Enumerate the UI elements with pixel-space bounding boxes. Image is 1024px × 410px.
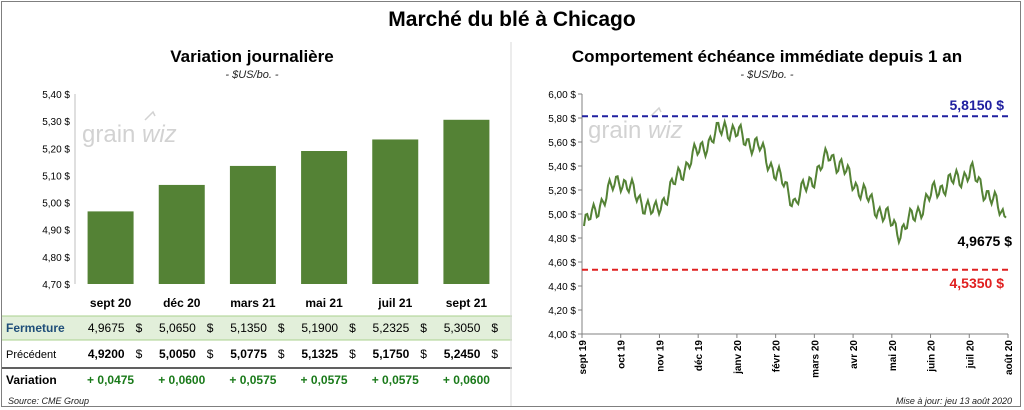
bar-y-tick-label: 5,40 $ [42,90,70,101]
bar-category-label: mars 21 [230,296,276,310]
watermark-text-left: grain [588,117,641,144]
line-y-tick-label: 4,00 $ [548,330,576,341]
table-cell-variation: + 0,0575 [301,373,348,387]
line-y-tick-label: 4,80 $ [548,234,576,245]
bar-y-tick-label: 4,80 $ [42,253,70,264]
line-y-tick-label: 6,00 $ [548,90,576,101]
table-row-label: Fermeture [6,321,65,335]
table-row-label: Variation [6,373,57,387]
table-cell-value: 5,1325 [301,347,338,361]
table-cell-value: 5,1750 [373,347,410,361]
bar-sept-20 [87,211,134,284]
line-y-tick-label: 5,20 $ [548,186,576,197]
grainwiz-watermark: grain wiz [82,110,177,148]
line-y-tick-label: 5,80 $ [548,114,576,125]
watermark-text-right: wiz [648,117,683,144]
line-x-tick-label: déc 19 [694,340,705,372]
table-cell-variation: + 0,0575 [229,373,276,387]
line-x-tick-label: mars 20 [810,340,821,378]
table-cell-variation: + 0,0600 [158,373,205,387]
table-row-label: Précédent [6,349,56,361]
bar-déc-20 [158,184,205,284]
right-chart-title: Comportement échéance immédiate depuis 1… [571,47,963,66]
table-cell-value: 5,0650 [159,321,196,335]
line-x-tick-label: août 20 [1004,340,1015,375]
left-chart-subtitle: - $US/bo. - [225,69,279,81]
line-x-tick-label: avr 20 [849,340,860,369]
table-cell-value: 5,0050 [159,347,196,361]
table-cell-unit: $ [207,321,214,335]
watermark-text-left: grain [82,121,135,148]
bar-chart: 4,70 $ 4,80 $ 4,90 $ 5,00 $ 5,10 $ 5,20 $ 5,30… [2,42,512,406]
table-cell-value: 4,9200 [88,347,125,361]
table-cell-unit: $ [278,347,285,361]
bar-category-label: déc 20 [163,296,201,310]
table-cell-unit: $ [349,347,356,361]
line-y-tick-label: 4,60 $ [548,258,576,269]
table-cell-unit: $ [278,321,285,335]
table-cell-value: 5,2450 [444,347,481,361]
table-cell-unit: $ [349,321,356,335]
table-cell-value: 5,0775 [230,347,267,361]
line-chart: 4,00 $ 4,20 $ 4,40 $ 4,60 $ 4,80 $ 5,00 $ 5,20… [548,90,1015,378]
watermark-spark [650,106,662,117]
update-note: Mise à jour: jeu 13 août 2020 [895,396,1012,406]
table-cell-unit: $ [491,347,498,361]
line-y-tick-label: 5,00 $ [548,210,576,221]
line-y-tick-label: 4,40 $ [548,282,576,293]
table-cell-unit: $ [136,321,143,335]
bar-y-tick-label: 5,00 $ [42,199,70,210]
bar-category-label: juil 21 [377,296,412,310]
table-cell-unit: $ [136,347,143,361]
table-cell-value: 4,9675 [88,321,125,335]
max-value-label: 5,8150 $ [950,97,1005,113]
line-x-tick-label: nov 19 [655,340,666,372]
line-x-tick-label: sept 19 [578,340,589,375]
table-row-fermeture-bg [2,316,512,340]
watermark-text-right: wiz [142,121,177,148]
table-cell-variation: + 0,0475 [87,373,134,387]
table-cell-unit: $ [491,321,498,335]
table-cell-value: 5,1350 [230,321,267,335]
table-cell-value: 5,1900 [301,321,338,335]
left-chart-title: Variation journalière [170,47,334,66]
bar-y-tick-label: 5,30 $ [42,117,70,128]
bar-y-tick-label: 5,20 $ [42,144,70,155]
bar-y-tick-label: 5,10 $ [42,171,70,182]
bar-y-tick-label: 4,90 $ [42,226,70,237]
line-x-tick-label: juin 20 [927,340,938,373]
last-value-label: 4,9675 $ [958,233,1013,249]
line-x-tick-label: juil 20 [965,340,976,370]
line-y-tick-label: 5,60 $ [548,138,576,149]
line-y-tick-label: 4,20 $ [548,306,576,317]
min-value-label: 4,5350 $ [950,275,1005,291]
right-chart-subtitle: - $US/bo. - [740,69,794,81]
bar-category-label: mai 21 [305,296,343,310]
watermark-spark [144,110,156,121]
bar-mai-21 [301,151,348,284]
bar-y-tick-label: 4,70 $ [42,280,70,291]
table-cell-unit: $ [207,347,214,361]
table-cell-value: 5,3050 [444,321,481,335]
bar-category-label: sept 21 [446,296,488,310]
line-x-tick-label: févr 20 [772,340,783,373]
line-y-tick-label: 5,40 $ [548,162,576,173]
table-cell-unit: $ [420,347,427,361]
line-x-tick-label: mai 20 [888,340,899,372]
table-cell-unit: $ [420,321,427,335]
table-cell-variation: + 0,0600 [443,373,490,387]
line-x-tick-label: janv 20 [733,340,744,375]
grainwiz-watermark: grain wiz [588,106,683,144]
bar-mars-21 [229,165,276,284]
table-cell-variation: + 0,0575 [372,373,419,387]
line-x-tick-label: oct 19 [617,340,628,369]
source-note: Source: CME Group [8,396,90,406]
table-cell-value: 5,2325 [373,321,410,335]
price-series-line [583,117,1007,246]
bar-sept-21 [443,119,490,285]
page-title: Marché du blé à Chicago [388,8,636,31]
bar-category-label: sept 20 [90,296,132,310]
bar-juil-21 [372,139,419,284]
